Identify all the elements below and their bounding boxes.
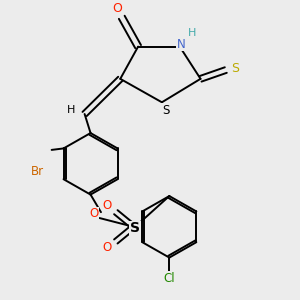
Text: O: O: [103, 199, 112, 212]
Text: O: O: [112, 2, 122, 15]
Text: N: N: [177, 38, 186, 51]
Text: S: S: [162, 104, 169, 117]
Text: Br: Br: [31, 165, 44, 178]
Text: O: O: [103, 242, 112, 254]
Text: S: S: [231, 62, 239, 75]
Text: O: O: [89, 207, 98, 220]
Text: H: H: [188, 28, 196, 38]
Text: H: H: [67, 106, 75, 116]
Text: Cl: Cl: [164, 272, 175, 285]
Text: S: S: [130, 221, 140, 235]
